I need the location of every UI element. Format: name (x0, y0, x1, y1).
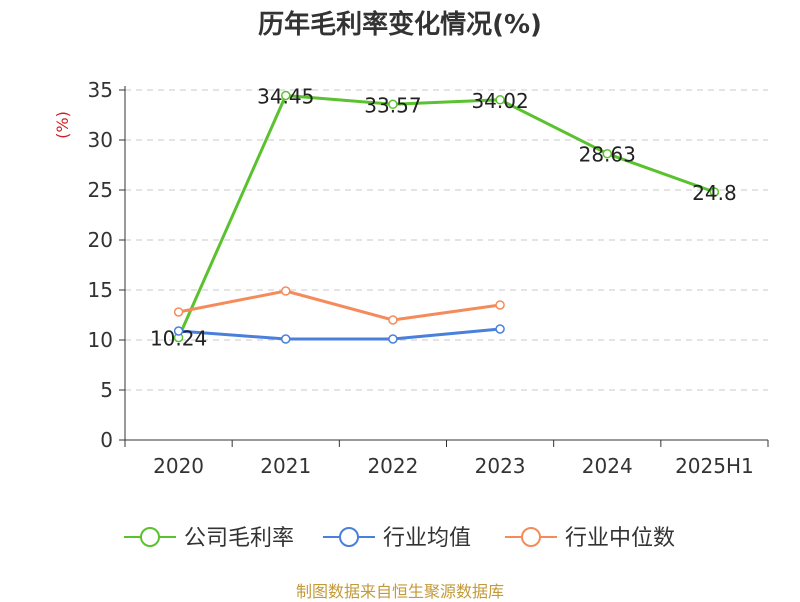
legend-entry: 公司毛利率 (184, 526, 294, 551)
y-axis-label: (%) (53, 111, 72, 139)
legend-marker (140, 527, 160, 547)
data-label: 10.24 (150, 327, 207, 351)
legend-entry: 行业均值 (383, 526, 471, 551)
data-point (495, 300, 505, 310)
data-label: 34.02 (471, 89, 528, 113)
x-tick-label: 2024 (582, 454, 633, 478)
y-tick-label: 0 (100, 428, 113, 452)
x-tick-label: 2023 (475, 454, 526, 478)
axes: 0 5 10 15 20 25 30 35 2020 2021 2022 2023 2024 2025H1… (53, 78, 769, 478)
source-note: 制图数据来自恒生聚源数据库 (295, 582, 504, 601)
data-labels: 10.24 34.45 33.57 34.02 28.63 24.8 (150, 85, 737, 351)
series-line-2 (178, 289, 501, 322)
data-point (388, 334, 398, 344)
x-tick-label: 2022 (367, 454, 418, 478)
data-point (709, 187, 720, 197)
data-point (495, 95, 505, 105)
y-tick-label: 35 (88, 78, 113, 102)
chart-title: 历年毛利率变化情况(%) (258, 10, 542, 40)
data-point (281, 334, 291, 344)
y-tick-label: 10 (88, 328, 113, 352)
legend: 公司毛利率 行业均值 行业中位数 (124, 526, 675, 551)
y-tick-label: 15 (88, 278, 113, 302)
y-tick-label: 20 (88, 228, 113, 252)
y-tick-label: 25 (88, 178, 113, 202)
legend-entry: 行业中位数 (565, 526, 675, 551)
data-point (173, 307, 184, 317)
y-tick-label: 30 (88, 128, 113, 152)
gridlines (125, 89, 768, 391)
data-point (495, 324, 505, 334)
series-line-0 (177, 94, 715, 339)
x-tick-label: 2025H1 (675, 454, 754, 478)
data-point (388, 315, 398, 325)
data-label: 28.63 (579, 143, 636, 167)
data-point (602, 148, 612, 159)
x-tick-label: 2021 (260, 454, 311, 478)
legend-marker (521, 527, 541, 547)
y-tick-label: 5 (100, 378, 113, 402)
data-point (281, 90, 291, 101)
x-tick-label: 2020 (153, 454, 204, 478)
data-point (388, 99, 398, 110)
series-layer (173, 90, 720, 344)
data-label: 24.8 (692, 181, 737, 205)
data-label: 33.57 (364, 93, 421, 117)
series-line-1 (178, 327, 501, 341)
data-point (281, 286, 291, 296)
data-point (173, 326, 184, 336)
data-label: 34.45 (257, 85, 314, 109)
legend-marker (339, 527, 359, 547)
